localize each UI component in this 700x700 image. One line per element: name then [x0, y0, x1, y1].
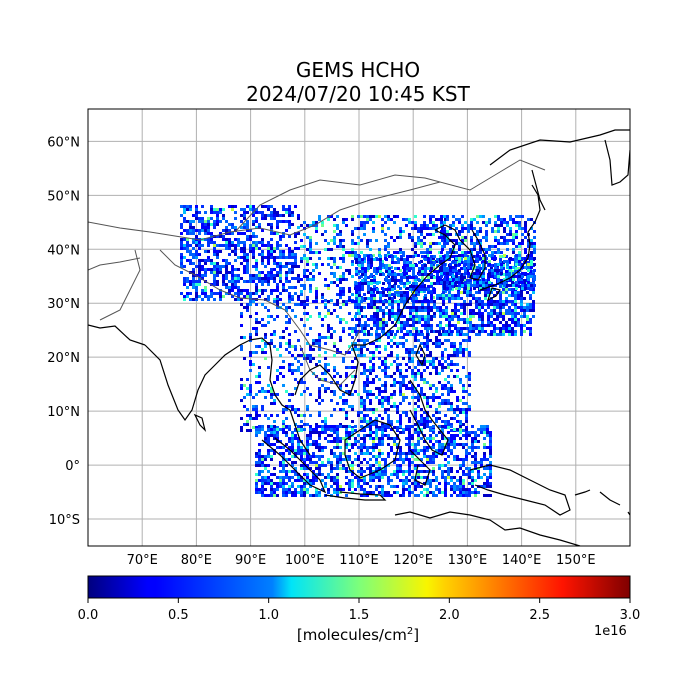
lon-tick-label: 140°E	[502, 553, 542, 568]
lat-tick-label: 60°N	[47, 135, 80, 150]
lon-tick-label: 110°E	[339, 553, 379, 568]
colorbar-tick-label: 2.0	[439, 608, 460, 623]
lon-tick-label: 150°E	[556, 553, 596, 568]
coast-malaya	[289, 409, 311, 456]
colorbar-tick-label: 1.5	[349, 608, 370, 623]
map-title: GEMS HCHO	[295, 58, 421, 82]
coast-indochina	[294, 344, 359, 396]
latitude-tick-labels: 60°N 50°N 40°N 30°N 20°N 10°N 0° 10°S	[47, 135, 80, 528]
coast-new-guinea	[469, 464, 571, 516]
coast-korea	[459, 229, 486, 281]
lon-tick-label: 130°E	[448, 553, 488, 568]
coast-java	[324, 491, 387, 501]
lon-tick-label: 120°E	[393, 553, 433, 568]
border-afghan	[88, 257, 141, 271]
coast-bay-bengal	[249, 337, 291, 411]
map-subtitle: 2024/07/20 10:45 KST	[246, 82, 470, 106]
border-mongolia	[234, 174, 441, 233]
colorbar-tick-label: 1.0	[258, 608, 279, 623]
lat-tick-label: 10°S	[49, 513, 80, 528]
lon-tick-label: 100°E	[285, 553, 325, 568]
longitude-tick-labels: 70°E 80°E 90°E 100°E 110°E 120°E 130°E 140°E 150…	[127, 553, 596, 568]
gridlines	[88, 109, 630, 546]
coast-japan	[479, 184, 541, 291]
border-indochina	[299, 344, 356, 386]
colorbar-tick-labels: 0.0 0.5 1.0 1.5 2.0 2.5 3.0	[78, 598, 641, 623]
coast-australia-north	[394, 511, 581, 546]
coast-arabia-iran	[88, 324, 146, 346]
map-frame	[87, 108, 631, 547]
colorbar-unit-label: [molecules/cm2]	[296, 626, 420, 644]
colorbar-tick-label: 0.5	[168, 608, 189, 623]
coast-kamchatka	[604, 139, 630, 186]
colorbar-tick-label: 3.0	[620, 608, 641, 623]
coast-russia-east	[489, 129, 630, 166]
colorbar-tick-label: 0.0	[78, 608, 99, 623]
lat-tick-label: 20°N	[47, 351, 80, 366]
lat-tick-label: 10°N	[47, 405, 80, 420]
coast-borneo	[344, 419, 401, 479]
coast-kyushu	[486, 287, 501, 302]
coast-sri-lanka	[193, 413, 207, 432]
border-india-pak	[99, 249, 141, 321]
lat-tick-label: 30°N	[47, 297, 80, 312]
coast-taiwan	[415, 343, 426, 367]
country-borders	[88, 159, 546, 386]
lon-tick-label: 80°E	[181, 553, 212, 568]
lon-tick-label: 70°E	[127, 553, 158, 568]
coast-china	[352, 229, 456, 346]
coast-sakhalin	[531, 169, 546, 211]
coast-sulawesi	[409, 449, 431, 486]
lat-tick-label: 40°N	[47, 243, 80, 258]
colorbar-tick-label: 2.5	[529, 608, 550, 623]
border-central-asia	[88, 159, 546, 241]
coast-bohai	[434, 224, 461, 241]
coast-philippines	[409, 379, 449, 456]
lon-tick-label: 90°E	[235, 553, 266, 568]
coast-sumatra	[261, 437, 327, 494]
lat-tick-label: 50°N	[47, 189, 80, 204]
lat-tick-label: 0°	[65, 459, 80, 474]
colorbar	[87, 575, 631, 599]
hcho-pixel-layer	[180, 205, 536, 497]
colorbar-scale-exponent: 1e16	[594, 624, 627, 639]
coastlines	[88, 129, 630, 546]
coast-india	[144, 339, 251, 422]
border-himalaya	[159, 249, 286, 311]
